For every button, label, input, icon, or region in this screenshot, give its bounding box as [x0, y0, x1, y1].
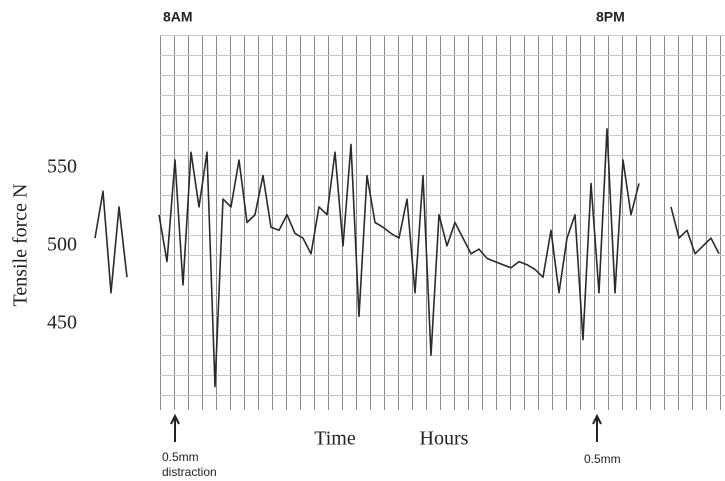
annotation: 0.5mm: [584, 452, 621, 466]
annotation: distraction: [162, 465, 217, 479]
y-tick-label: 500: [47, 234, 77, 256]
x-axis-label: Time: [314, 428, 356, 450]
y-axis-label: Tensile force N: [10, 184, 32, 307]
trace-line: [94, 128, 720, 388]
arrow: [592, 413, 602, 442]
y-tick-label: 450: [47, 312, 77, 334]
annotation: 8PM: [596, 9, 625, 25]
arrow: [170, 413, 180, 442]
x-axis-unit: Hours: [420, 428, 469, 450]
annotation: 8AM: [163, 9, 193, 25]
annotation: 0.5mm: [162, 450, 199, 464]
chart-paper: [160, 35, 725, 410]
y-tick-label: 550: [47, 155, 77, 177]
